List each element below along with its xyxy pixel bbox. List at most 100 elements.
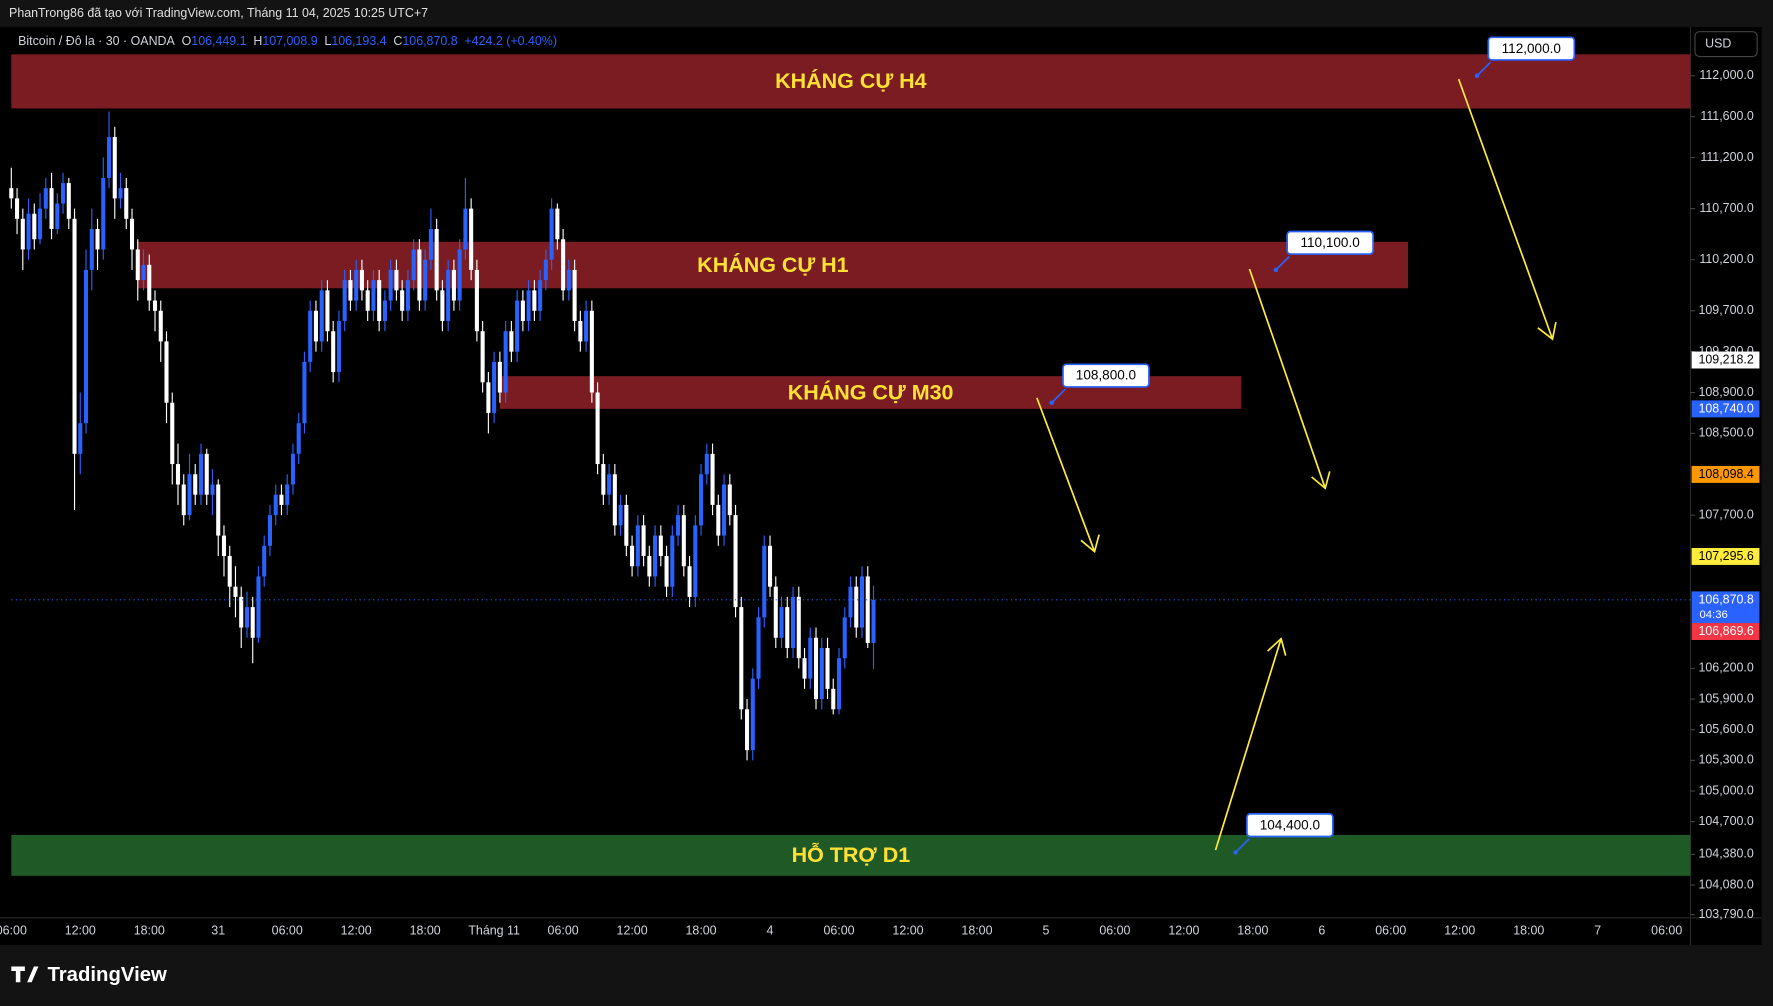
brand[interactable]: TradingView <box>47 964 167 986</box>
candle-body <box>520 300 525 321</box>
candle-body <box>767 545 773 587</box>
x-tick-label: 18:00 <box>686 924 717 938</box>
callout-anchor <box>1474 73 1480 79</box>
callout-label: 110,100.0 <box>1300 235 1359 250</box>
arrow-head <box>1266 637 1287 656</box>
x-tick-label: 06:00 <box>1651 924 1682 938</box>
logo[interactable]: TradingView <box>11 964 167 986</box>
candle-body <box>796 596 801 659</box>
arrow <box>1457 78 1554 340</box>
x-tick-label: 06:00 <box>1099 924 1130 938</box>
candle-body <box>699 474 704 526</box>
candle-body <box>854 586 859 628</box>
candle-body <box>38 208 43 240</box>
x-tick-label: 12:00 <box>1168 924 1199 938</box>
candle-body <box>762 545 767 618</box>
zones: KHÁNG CỰ H4 KHÁNG CỰ H1 KHÁNG CỰ M30 HỖ TRỢ… <box>11 54 1691 876</box>
y-tick-label: 112,000.0 <box>1699 68 1753 82</box>
ohlc-value: 106,449.1 <box>191 34 246 48</box>
candle-body <box>290 453 295 485</box>
candle-body <box>388 269 393 301</box>
axes: 112,000.0 111,600.0 111,200.0 110,700.0 110,… <box>0 68 1754 938</box>
candle-body <box>204 453 209 495</box>
candle-body <box>750 678 755 751</box>
currency[interactable]: USD <box>1705 36 1731 50</box>
candle-body <box>129 218 135 250</box>
candle-body <box>210 484 215 495</box>
callout-box <box>1246 813 1334 838</box>
logo-mark[interactable] <box>11 966 39 983</box>
candle-body <box>417 249 422 301</box>
chart-pane <box>0 27 1762 945</box>
candle-body <box>779 607 784 638</box>
currency-button[interactable] <box>1694 31 1758 58</box>
ohlc-key: O <box>182 34 192 48</box>
candle-body <box>262 545 267 577</box>
candle-body <box>342 280 347 321</box>
price-tag-label: 107,295.6 <box>1699 549 1754 563</box>
price-tag <box>1691 465 1760 483</box>
candle-body <box>836 658 842 710</box>
candle-body <box>256 576 261 638</box>
candle-body <box>693 525 698 597</box>
zone <box>11 54 1691 109</box>
candle-body <box>359 269 364 291</box>
arrow-head <box>1080 534 1100 554</box>
candles <box>9 111 1691 761</box>
y-tick-label: 107,700.0 <box>1699 507 1754 521</box>
candle-body <box>216 484 221 536</box>
x-tick-label: 6 <box>1318 924 1325 938</box>
y-tick-label: 108,900.0 <box>1699 385 1754 399</box>
callout-pointer <box>1235 838 1250 853</box>
candle-body <box>279 494 284 505</box>
candle-body <box>612 474 617 526</box>
x-tick-label: 06:00 <box>0 924 27 938</box>
x-tick-label: 06:00 <box>1375 924 1406 938</box>
candle-body <box>641 525 646 557</box>
x-tick-label: 06:00 <box>272 924 303 938</box>
candle-body <box>538 280 543 311</box>
candle-body <box>95 229 100 250</box>
price-tag <box>1691 591 1760 624</box>
candle-body <box>124 188 129 219</box>
candle-body <box>813 637 819 700</box>
callout-anchor <box>1049 400 1054 406</box>
zone-label: KHÁNG CỰ M30 <box>788 379 954 404</box>
candle-body <box>722 484 727 536</box>
candle-body <box>859 576 865 628</box>
y-tick-label: 109,700.0 <box>1699 303 1754 317</box>
price-tag <box>1691 400 1760 418</box>
candle-body <box>26 213 31 250</box>
candle-body <box>532 290 537 311</box>
candle-body <box>302 361 307 424</box>
candle-body <box>808 637 813 679</box>
candle-body <box>365 290 370 311</box>
candle-body <box>239 596 244 628</box>
ohlc-key: C <box>393 34 402 48</box>
candle-body <box>106 137 112 178</box>
candle-body <box>423 259 428 301</box>
candle-body <box>377 280 382 321</box>
candle-body <box>589 310 594 393</box>
candle-body <box>135 249 140 281</box>
candle-body <box>66 183 71 219</box>
candle-body <box>865 576 870 643</box>
candle-body <box>492 361 497 413</box>
price-tag-countdown: 04:36 <box>1700 609 1728 621</box>
candle-body <box>244 607 250 628</box>
candle-body <box>819 647 824 700</box>
candle-body <box>411 249 416 281</box>
arrow <box>1248 268 1327 489</box>
candle-body <box>474 269 479 332</box>
candle-body <box>187 474 192 516</box>
candle-body <box>446 269 451 321</box>
arrow-head <box>1537 321 1557 341</box>
candle-body <box>681 515 686 567</box>
candle-body <box>273 494 278 516</box>
candle-body <box>198 453 204 495</box>
candle-body <box>331 331 336 373</box>
x-tick-label: 18:00 <box>1237 924 1268 938</box>
zone <box>11 834 1691 876</box>
ohlc-value: 106,870.8 <box>402 34 457 48</box>
